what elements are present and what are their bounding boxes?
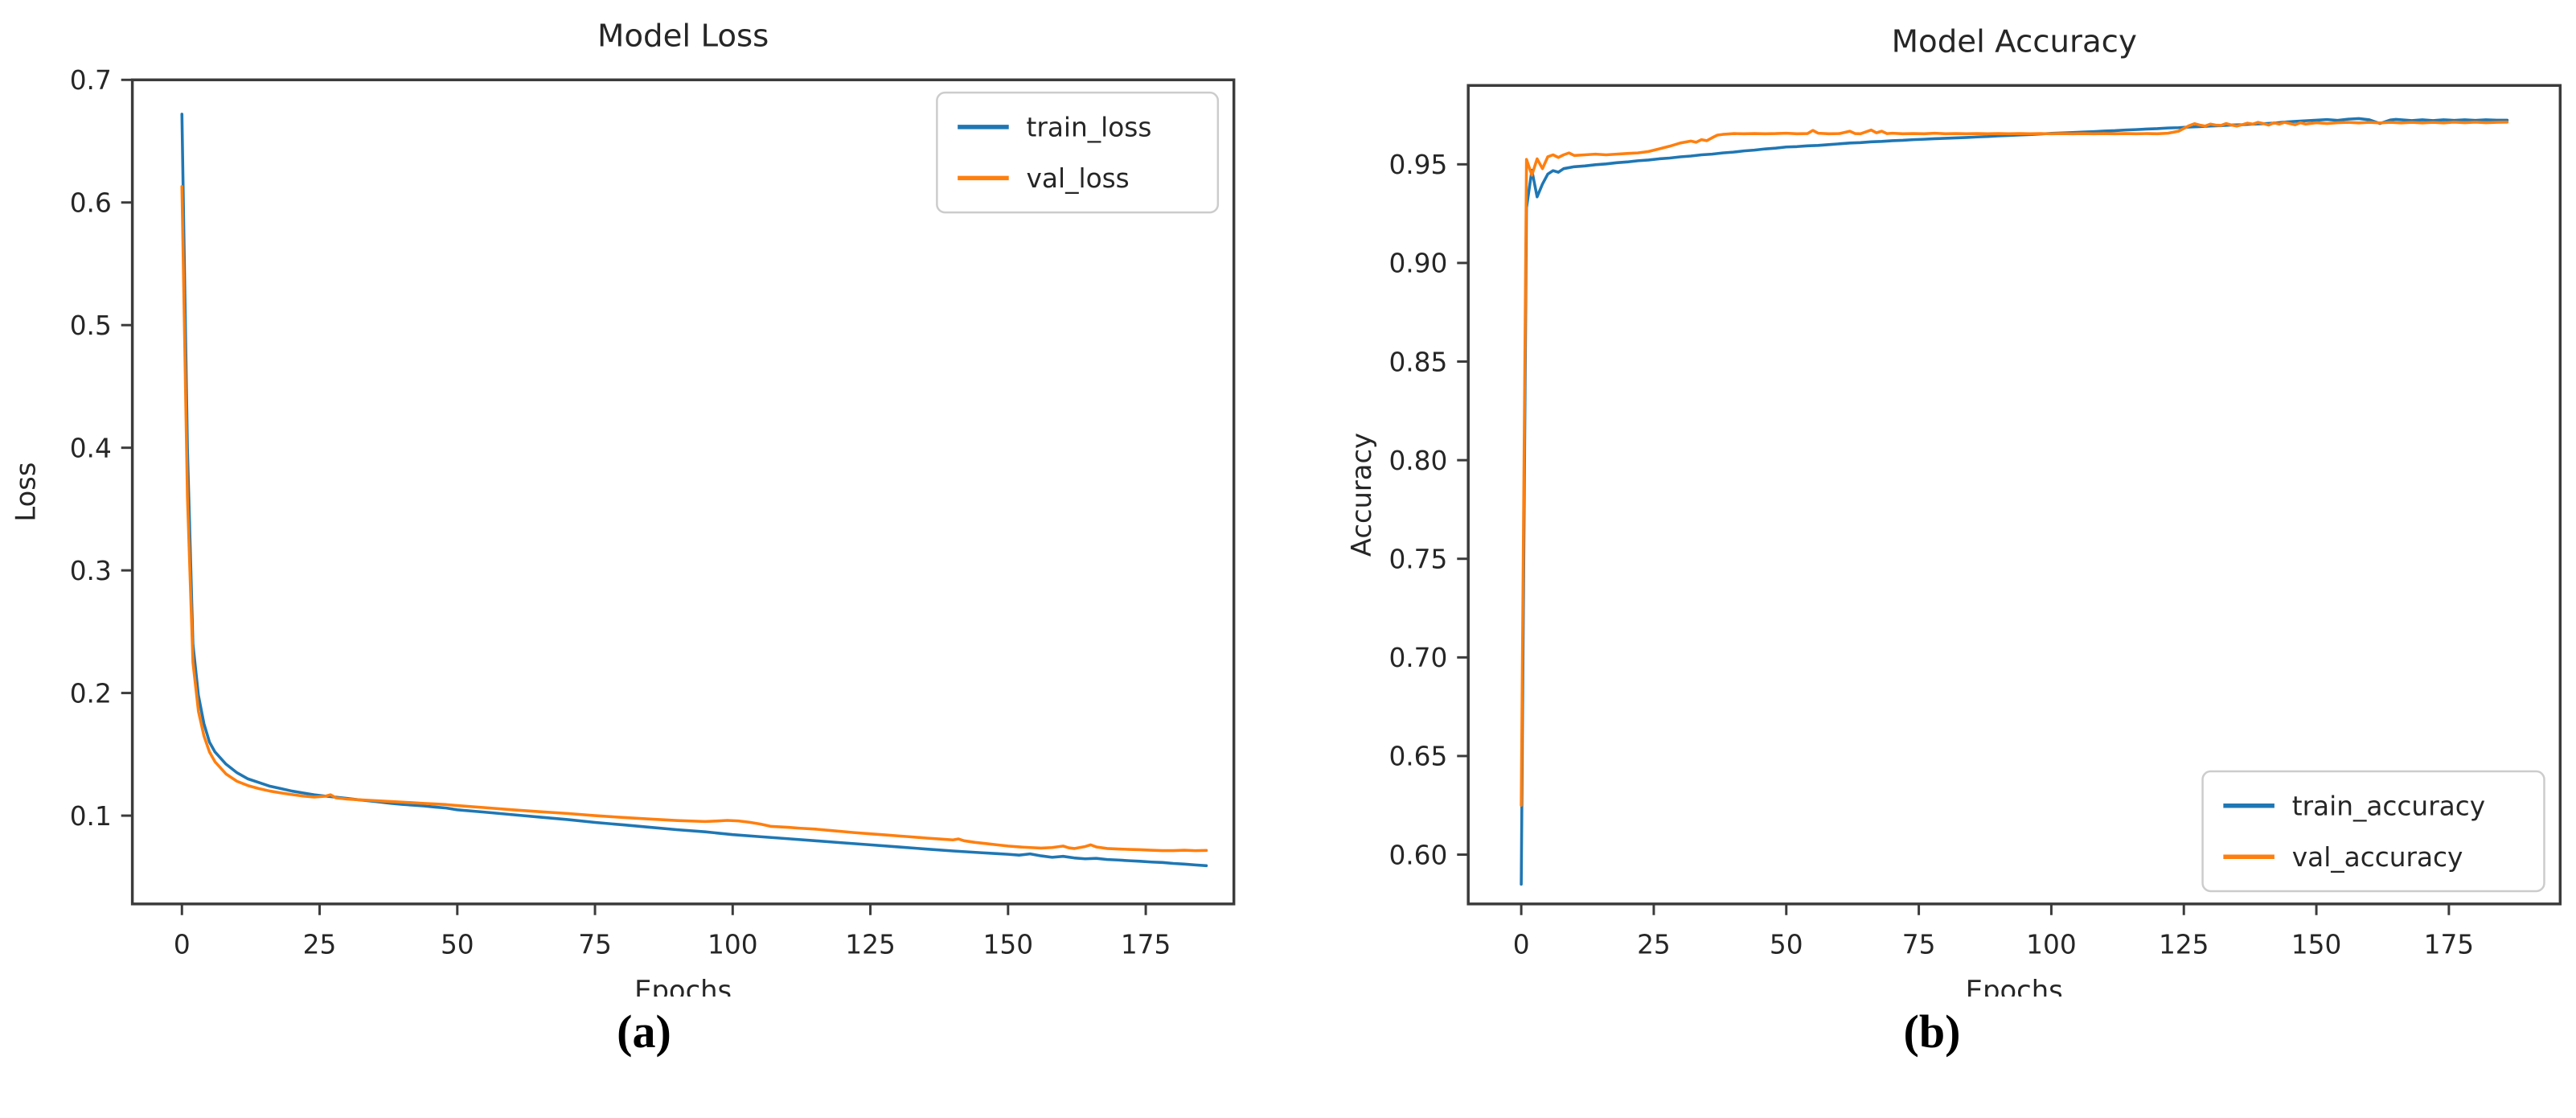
y-tick-label: 0.95 (1388, 150, 1447, 180)
y-tick-label: 0.85 (1388, 347, 1447, 377)
legend-label-val_accuracy: val_accuracy (2292, 842, 2463, 873)
y-tick-label: 0.90 (1388, 249, 1447, 279)
x-tick-label: 75 (1902, 929, 1936, 960)
y-axis-label: Accuracy (1346, 433, 1377, 557)
caption-a: (a) (617, 1005, 671, 1058)
chart-title: Model Loss (597, 18, 769, 55)
x-tick-label: 50 (441, 929, 474, 960)
legend-label-train_loss: train_loss (1027, 113, 1152, 143)
x-tick-label: 125 (2159, 929, 2209, 960)
legend-box (936, 91, 1220, 214)
y-tick-label: 0.3 (70, 556, 112, 586)
x-tick-label: 0 (1513, 929, 1530, 960)
x-tick-label: 25 (303, 929, 337, 960)
y-tick-label: 0.2 (70, 678, 112, 709)
y-tick-label: 0.6 (70, 188, 112, 219)
panel-a: 0 25 50 75 100 125 150 175 0.1 0.2 0.3 0.4 0.5 0.6 0.7… (10, 18, 1236, 1058)
x-tick-label: 25 (1637, 929, 1671, 960)
y-tick-label: 0.60 (1388, 840, 1447, 870)
x-tick-label: 150 (2291, 929, 2342, 960)
y-tick-label: 0.70 (1388, 643, 1447, 673)
val_accuracy-line (1520, 121, 2509, 808)
train_accuracy-line (1520, 117, 2509, 886)
x-tick-label: 100 (2026, 929, 2077, 960)
x-tick-label: 125 (845, 929, 896, 960)
legend-label-val_loss: val_loss (1027, 163, 1130, 194)
x-tick-label: 175 (2424, 929, 2475, 960)
y-tick-label: 0.4 (70, 433, 112, 463)
y-tick-label: 0.75 (1388, 545, 1447, 575)
y-tick-label: 0.7 (70, 65, 112, 96)
plot-frame (130, 78, 1236, 906)
x-tick-label: 75 (578, 929, 612, 960)
plot-frame (1466, 84, 2562, 906)
x-tick-label: 50 (1770, 929, 1803, 960)
x-tick-label: 100 (708, 929, 758, 960)
panel-b: 0 25 50 75 100 125 150 175 0.60 0.65 0.70 0.75 0.80 0… (1288, 0, 2576, 1118)
y-tick-label: 0.80 (1388, 446, 1447, 476)
y-tick-label: 0.1 (70, 801, 112, 832)
x-tick-label: 150 (983, 929, 1034, 960)
x-tick-label: 175 (1121, 929, 1171, 960)
val_loss-line (180, 185, 1208, 853)
y-axis-label: Loss (10, 462, 41, 522)
chart-title: Model Accuracy (1892, 24, 2137, 60)
x-axis-label: Epochs (1966, 975, 2063, 997)
y-tick-label: 0.5 (70, 310, 112, 341)
train_loss-line (180, 113, 1208, 868)
model-accuracy-chart: 0 25 50 75 100 125 150 175 0.60 0.65 0.70 0.75 0.80 0… (1346, 24, 2562, 997)
x-tick-label: 0 (174, 929, 191, 960)
x-axis-label: Epochs (634, 975, 732, 997)
caption-b: (b) (1903, 1005, 1961, 1058)
y-tick-label: 0.65 (1388, 742, 1447, 772)
legend-box (2201, 770, 2545, 893)
legend-label-train_accuracy: train_accuracy (2292, 791, 2485, 822)
model-loss-chart: 0 25 50 75 100 125 150 175 0.1 0.2 0.3 0.4 0.5 0.6 0.7… (10, 18, 1236, 997)
